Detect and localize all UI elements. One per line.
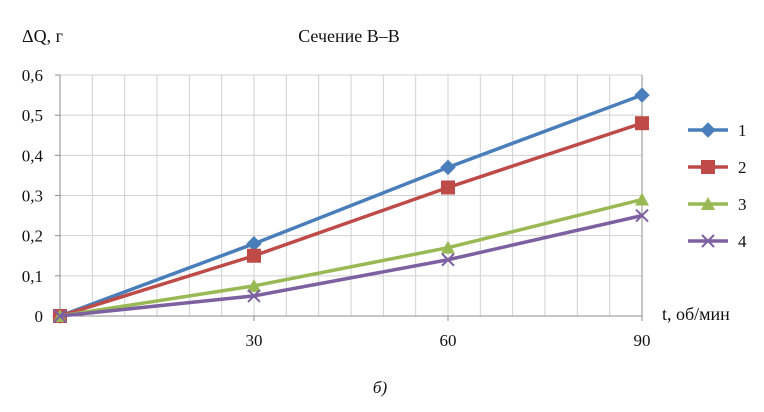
y-tick-label: 0,2	[22, 227, 43, 246]
data-point	[441, 240, 455, 254]
data-point	[440, 159, 456, 176]
legend-item-4: 4	[688, 232, 747, 251]
data-point	[53, 309, 67, 323]
legend-marker	[701, 160, 715, 174]
series-4	[53, 208, 649, 323]
legend-item-3: 3	[688, 195, 747, 214]
gridlines	[60, 74, 643, 316]
y-tick-label: 0	[35, 307, 44, 326]
x-tick-label: 60	[440, 331, 457, 350]
y-tick-label: 0,6	[22, 66, 43, 85]
x-tick-labels: 30 60 90	[246, 331, 651, 350]
y-tick-label: 0,4	[22, 146, 44, 165]
x-marker-stroke	[635, 208, 649, 223]
legend-label: 1	[738, 121, 747, 140]
legend-label: 2	[738, 158, 747, 177]
legend-marker	[701, 234, 715, 248]
data-point	[247, 289, 261, 303]
data-point	[247, 248, 261, 263]
y-tick-label: 0,3	[22, 187, 43, 206]
data-point	[246, 235, 262, 252]
figure-caption: б)	[373, 378, 388, 397]
legend-item-2: 2	[688, 158, 747, 177]
series-line-2	[59, 121, 643, 318]
x-axis-label: t, об/мин	[662, 304, 730, 324]
x-marker-stroke	[247, 289, 261, 303]
legend-item-1: 1	[688, 121, 747, 140]
series-group	[52, 87, 650, 324]
series-line-4	[59, 213, 643, 318]
legend-marker	[701, 197, 715, 210]
legend-label: 3	[738, 195, 747, 214]
data-point	[635, 192, 649, 206]
data-point	[635, 116, 649, 131]
x-marker-stroke	[53, 309, 67, 323]
data-point	[635, 208, 649, 223]
x-marker-stroke	[441, 253, 455, 267]
data-point	[441, 180, 455, 195]
legend: 1 2 3 4	[688, 121, 747, 251]
data-point	[441, 253, 455, 267]
legend-label: 4	[738, 232, 747, 251]
series-line-1	[59, 93, 643, 318]
series-line-3	[59, 197, 643, 318]
y-tick-label: 0,5	[22, 106, 43, 125]
y-axis-label: ΔQ, г	[22, 26, 63, 46]
x-tick-label: 90	[634, 331, 651, 350]
data-point	[634, 87, 650, 103]
series-3	[53, 192, 649, 322]
x-marker-stroke	[701, 234, 715, 248]
legend-marker	[700, 122, 716, 138]
y-tick-label: 0,1	[22, 267, 43, 286]
data-point	[247, 278, 261, 292]
y-tick-labels: 0 0,1 0,2 0,3 0,4 0,5 0,6	[22, 66, 44, 326]
x-tick-label: 30	[246, 331, 263, 350]
chart-title: Сечение В–В	[298, 26, 400, 46]
